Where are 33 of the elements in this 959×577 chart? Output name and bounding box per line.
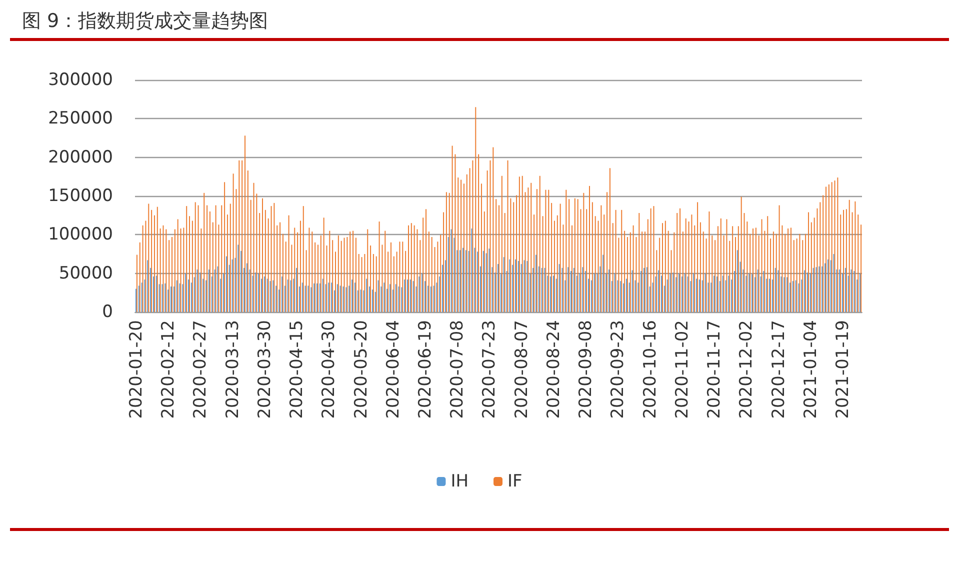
x-tick-label: 2020-06-04: [383, 320, 404, 419]
y-tick-label: 150000: [48, 186, 113, 206]
x-tick-label: 2020-08-24: [544, 320, 564, 419]
y-tick-label: 250000: [48, 108, 113, 129]
x-tick-label: 2020-03-13: [222, 320, 243, 419]
x-tick-label: 2020-02-27: [190, 320, 211, 419]
y-tick-label: 300000: [48, 70, 113, 90]
x-tick-label: 2020-06-19: [416, 320, 436, 419]
x-tick-label: 2020-01-20: [126, 320, 146, 419]
x-tick-label: 2020-03-30: [254, 320, 275, 419]
y-tick-label: 0: [102, 302, 113, 322]
x-tick-label: 2020-09-08: [576, 320, 596, 419]
y-tick-label: 200000: [48, 147, 113, 168]
legend-label: IF: [508, 472, 522, 492]
x-tick-label: 2020-07-08: [448, 320, 468, 419]
x-tick-label: 2020-12-17: [768, 320, 789, 419]
x-tick-label: 2020-10-16: [640, 320, 660, 419]
x-tick-label: 2020-02-12: [158, 320, 179, 419]
x-tick-label: 2020-11-02: [672, 320, 692, 419]
x-tick-label: 2021-01-19: [833, 320, 854, 419]
x-tick-label: 2020-09-23: [608, 320, 628, 419]
x-tick-label: 2020-05-20: [351, 320, 372, 419]
chart-title: 图 9：指数期货成交量趋势图: [22, 9, 268, 34]
y-tick-label: 100000: [48, 224, 113, 245]
x-tick-label: 2020-04-30: [319, 320, 340, 419]
x-tick-label: 2020-11-17: [704, 320, 725, 419]
legend-label: IH: [450, 472, 468, 492]
x-tick-label: 2020-04-15: [287, 320, 308, 419]
x-tick-label: 2020-12-02: [736, 320, 757, 419]
x-tick-label: 2021-01-04: [800, 320, 821, 419]
x-tick-label: 2020-08-07: [512, 320, 532, 419]
y-tick-label: 50000: [58, 263, 113, 284]
x-tick-label: 2020-07-23: [480, 320, 500, 419]
